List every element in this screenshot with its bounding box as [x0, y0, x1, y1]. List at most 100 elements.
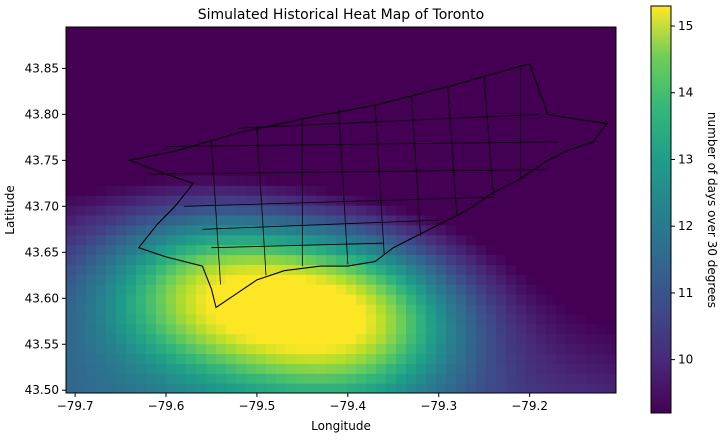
heat-cell	[366, 116, 377, 127]
heat-cell	[416, 234, 427, 246]
colorbar-tick-label: 12	[678, 219, 693, 233]
y-tick-label: 43.85	[25, 61, 59, 75]
heat-cell	[306, 116, 317, 127]
heat-cell	[126, 294, 137, 305]
colorbar-tick-label: 13	[678, 152, 693, 166]
heat-cell	[186, 373, 197, 384]
heat-cell	[406, 313, 417, 325]
heat-cell	[146, 214, 157, 226]
heat-cell	[326, 294, 337, 305]
heat-cell	[116, 264, 127, 275]
heat-cell	[116, 205, 127, 216]
heat-cell	[576, 343, 587, 355]
heat-cell	[346, 363, 357, 374]
heat-cell	[466, 353, 477, 364]
heat-cell	[296, 125, 307, 137]
heat-cell	[476, 274, 487, 285]
heat-cell	[306, 294, 317, 305]
heat-cell	[356, 125, 367, 137]
heat-cell	[446, 353, 457, 364]
heat-cell	[606, 155, 616, 167]
heat-cell	[546, 254, 557, 266]
heat-cell	[386, 294, 397, 305]
heat-cell	[446, 27, 457, 38]
heat-cell	[276, 96, 287, 107]
x-axis-label: Longitude	[311, 419, 371, 433]
heat-cell	[336, 363, 347, 374]
heat-cell	[346, 125, 357, 137]
heat-cell	[406, 303, 417, 315]
heat-cell	[196, 96, 207, 107]
heat-cell	[316, 274, 327, 285]
heat-cell	[276, 66, 287, 78]
heat-cell	[476, 254, 487, 266]
heat-cell	[596, 323, 607, 335]
heat-cell	[526, 353, 537, 364]
heat-cell	[346, 303, 357, 315]
heat-cell	[126, 185, 137, 196]
heat-cell	[466, 284, 477, 295]
heat-cell	[606, 383, 616, 393]
heat-cell	[416, 86, 427, 97]
heat-cell	[316, 303, 327, 315]
heat-cell	[376, 66, 387, 78]
heat-cell	[156, 46, 167, 58]
heat-cell	[236, 353, 247, 364]
heat-cell	[186, 274, 197, 285]
heat-cell	[286, 284, 297, 295]
heat-cell	[266, 294, 277, 305]
heat-cell	[256, 145, 267, 157]
heat-cell	[456, 145, 467, 157]
heat-cell	[606, 165, 616, 176]
heat-cell	[456, 116, 467, 127]
heat-cell	[306, 214, 317, 226]
heat-cell	[516, 264, 527, 275]
heat-cell	[596, 294, 607, 305]
heat-cell	[66, 264, 77, 275]
heat-cell	[256, 383, 267, 393]
heat-cell	[566, 165, 577, 176]
heat-cell	[276, 254, 287, 266]
heat-cell	[76, 135, 87, 147]
heat-cell	[536, 36, 547, 48]
heat-cell	[196, 86, 207, 97]
heat-cell	[606, 363, 616, 374]
heat-cell	[276, 343, 287, 355]
heat-cell	[176, 145, 187, 157]
heat-cell	[576, 125, 587, 137]
heat-cell	[196, 27, 207, 38]
heat-cell	[316, 343, 327, 355]
heat-cell	[366, 76, 377, 87]
heat-cell	[256, 234, 267, 246]
heat-cell	[476, 383, 487, 393]
heat-cell	[596, 343, 607, 355]
heat-cell	[426, 294, 437, 305]
heat-cell	[216, 135, 227, 147]
heat-cell	[226, 254, 237, 266]
heat-cell	[346, 205, 357, 216]
heat-cell	[226, 244, 237, 256]
heat-cell	[516, 343, 527, 355]
heat-cell	[446, 205, 457, 216]
heat-cell	[516, 106, 527, 117]
heat-cell	[596, 274, 607, 285]
heat-cell	[316, 205, 327, 216]
heat-cell	[306, 27, 317, 38]
heat-cell	[576, 155, 587, 167]
heat-cell	[226, 165, 237, 176]
heat-cell	[206, 303, 217, 315]
heat-cell	[246, 116, 257, 127]
heat-cell	[456, 36, 467, 48]
heat-cell	[266, 343, 277, 355]
heat-cell	[176, 86, 187, 97]
heat-cell	[86, 333, 97, 345]
heat-cell	[66, 353, 77, 364]
heat-cell	[496, 224, 507, 236]
heat-cell	[156, 363, 167, 374]
heat-cell	[66, 165, 77, 176]
heat-cell	[486, 224, 497, 236]
heat-cell	[536, 76, 547, 87]
heat-cell	[546, 36, 557, 48]
heat-cell	[386, 333, 397, 345]
